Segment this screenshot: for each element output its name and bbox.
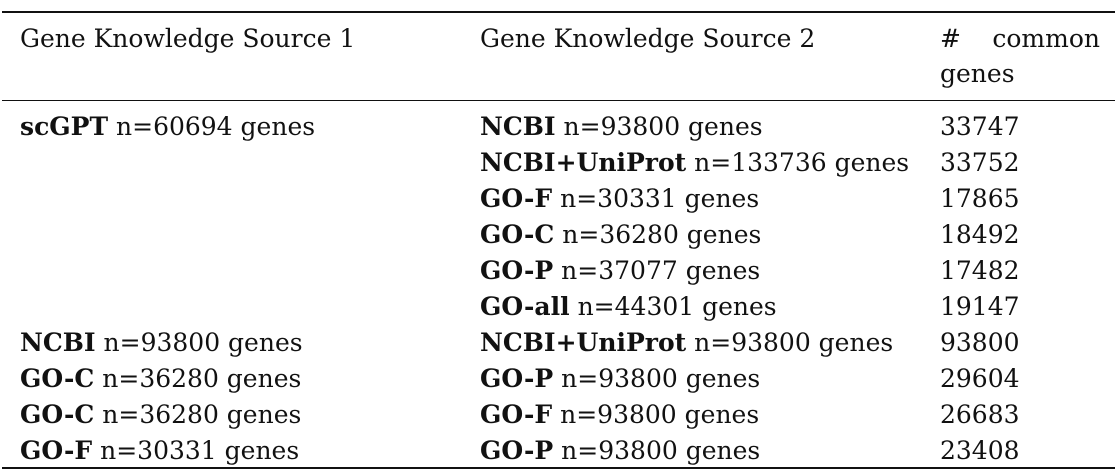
common-genes-cell: 19147 — [940, 292, 1020, 321]
source-2-count: n=93800 genes — [694, 328, 894, 357]
source-2-name: NCBI+UniProt — [480, 148, 687, 177]
header-common: common — [992, 24, 1100, 53]
source-2-spacer — [553, 436, 561, 465]
common-genes-cell: 23408 — [940, 436, 1020, 465]
source-2-cell: GO-F n=30331 genes — [480, 184, 759, 214]
source-2-cell: NCBI n=93800 genes — [480, 112, 763, 142]
source-1-name: GO-F — [20, 436, 93, 465]
common-genes-cell: 93800 — [940, 328, 1020, 357]
source-1-name: scGPT — [20, 112, 109, 141]
source-1-count: n=60694 genes — [116, 112, 316, 141]
header-rule — [2, 100, 1115, 101]
source-1-count: n=36280 genes — [102, 364, 302, 393]
source-2-count: n=93800 genes — [561, 436, 761, 465]
source-1-cell: GO-C n=36280 genes — [20, 400, 301, 430]
source-1-cell: GO-C n=36280 genes — [20, 364, 301, 394]
source-2-spacer — [556, 112, 564, 141]
common-genes-cell: 26683 — [940, 400, 1020, 429]
source-2-cell: GO-F n=93800 genes — [480, 400, 759, 430]
source-2-cell: GO-P n=37077 genes — [480, 256, 760, 286]
source-2-spacer — [686, 148, 694, 177]
common-genes-cell: 17865 — [940, 184, 1020, 213]
source-2-name: NCBI+UniProt — [480, 328, 687, 357]
source-2-name: GO-C — [480, 220, 555, 249]
source-2-cell: NCBI+UniProt n=93800 genes — [480, 328, 893, 358]
source-2-name: GO-F — [480, 400, 553, 429]
source-1-count: n=30331 genes — [100, 436, 300, 465]
source-2-count: n=93800 genes — [563, 112, 763, 141]
header-source-2: Gene Knowledge Source 2 — [480, 24, 816, 53]
source-2-name: GO-all — [480, 292, 570, 321]
top-rule — [2, 11, 1115, 13]
source-2-cell: GO-P n=93800 genes — [480, 364, 760, 394]
source-1-count: n=36280 genes — [102, 400, 302, 429]
common-genes-cell: 18492 — [940, 220, 1020, 249]
source-1-count: n=93800 genes — [103, 328, 303, 357]
source-2-name: GO-P — [480, 436, 554, 465]
bottom-rule — [2, 467, 1115, 469]
source-2-spacer — [552, 400, 560, 429]
source-2-count: n=93800 genes — [560, 400, 760, 429]
common-genes-cell: 33752 — [940, 148, 1020, 177]
header-source-1: Gene Knowledge Source 1 — [20, 24, 356, 53]
source-2-count: n=133736 genes — [694, 148, 910, 177]
source-2-spacer — [570, 292, 578, 321]
source-2-name: GO-F — [480, 184, 553, 213]
source-2-name: GO-P — [480, 256, 554, 285]
source-2-count: n=93800 genes — [561, 364, 761, 393]
common-genes-cell: 17482 — [940, 256, 1020, 285]
header-common-line-2: genes — [940, 59, 1015, 88]
source-1-cell: NCBI n=93800 genes — [20, 328, 303, 358]
source-1-cell: scGPT n=60694 genes — [20, 112, 315, 142]
source-1-name: GO-C — [20, 364, 95, 393]
source-2-spacer — [553, 364, 561, 393]
source-1-name: NCBI — [20, 328, 96, 357]
source-2-count: n=36280 genes — [562, 220, 762, 249]
header-hash: # — [940, 24, 961, 53]
header-common-line-1: # common — [940, 24, 1100, 54]
source-2-cell: GO-C n=36280 genes — [480, 220, 761, 250]
source-2-cell: GO-P n=93800 genes — [480, 436, 760, 466]
source-1-spacer — [96, 328, 104, 357]
source-2-spacer — [552, 184, 560, 213]
source-2-name: NCBI — [480, 112, 556, 141]
common-genes-cell: 33747 — [940, 112, 1020, 141]
source-2-spacer — [553, 256, 561, 285]
source-2-name: GO-P — [480, 364, 554, 393]
source-1-spacer — [108, 112, 116, 141]
source-1-spacer — [92, 436, 100, 465]
source-2-count: n=30331 genes — [560, 184, 760, 213]
source-2-cell: GO-all n=44301 genes — [480, 292, 777, 322]
source-2-count: n=37077 genes — [561, 256, 761, 285]
source-1-cell: GO-F n=30331 genes — [20, 436, 299, 466]
common-genes-cell: 29604 — [940, 364, 1020, 393]
source-2-cell: NCBI+UniProt n=133736 genes — [480, 148, 909, 178]
source-2-spacer — [686, 328, 694, 357]
source-2-count: n=44301 genes — [577, 292, 777, 321]
source-1-name: GO-C — [20, 400, 95, 429]
